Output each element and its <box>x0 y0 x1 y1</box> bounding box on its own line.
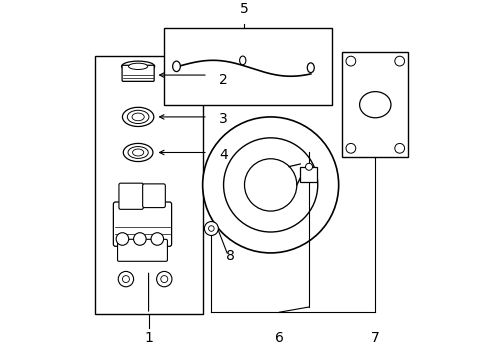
Ellipse shape <box>123 143 153 162</box>
Text: 6: 6 <box>274 331 283 345</box>
Ellipse shape <box>172 61 180 72</box>
Ellipse shape <box>128 63 147 69</box>
Circle shape <box>394 143 404 153</box>
Circle shape <box>133 233 146 245</box>
Text: 4: 4 <box>219 148 227 162</box>
Bar <box>164 28 331 105</box>
Circle shape <box>208 226 214 231</box>
Ellipse shape <box>239 56 245 65</box>
Circle shape <box>305 163 312 170</box>
Circle shape <box>204 221 218 235</box>
Ellipse shape <box>359 92 390 118</box>
Ellipse shape <box>132 113 144 121</box>
FancyBboxPatch shape <box>113 202 171 246</box>
Circle shape <box>161 276 167 283</box>
Circle shape <box>346 143 355 153</box>
Circle shape <box>116 233 128 245</box>
Ellipse shape <box>128 147 148 158</box>
Circle shape <box>151 233 163 245</box>
Text: 8: 8 <box>225 249 235 264</box>
Text: 3: 3 <box>219 112 227 126</box>
FancyBboxPatch shape <box>122 65 154 81</box>
Circle shape <box>122 276 129 283</box>
Circle shape <box>202 117 338 253</box>
Bar <box>300 167 316 182</box>
Ellipse shape <box>122 61 154 72</box>
Circle shape <box>346 56 355 66</box>
Ellipse shape <box>122 107 154 126</box>
Text: 5: 5 <box>240 2 248 16</box>
Circle shape <box>394 56 404 66</box>
Circle shape <box>156 271 172 287</box>
Bar <box>342 53 407 157</box>
Circle shape <box>223 138 317 232</box>
FancyBboxPatch shape <box>142 184 165 208</box>
FancyBboxPatch shape <box>117 239 167 261</box>
Text: 1: 1 <box>144 331 153 345</box>
Text: 2: 2 <box>219 73 227 87</box>
FancyBboxPatch shape <box>119 183 143 209</box>
Circle shape <box>244 159 296 211</box>
Text: 7: 7 <box>370 331 379 345</box>
Ellipse shape <box>132 149 143 156</box>
Bar <box>94 56 202 314</box>
Ellipse shape <box>306 63 314 73</box>
Ellipse shape <box>127 110 149 123</box>
Circle shape <box>118 271 133 287</box>
